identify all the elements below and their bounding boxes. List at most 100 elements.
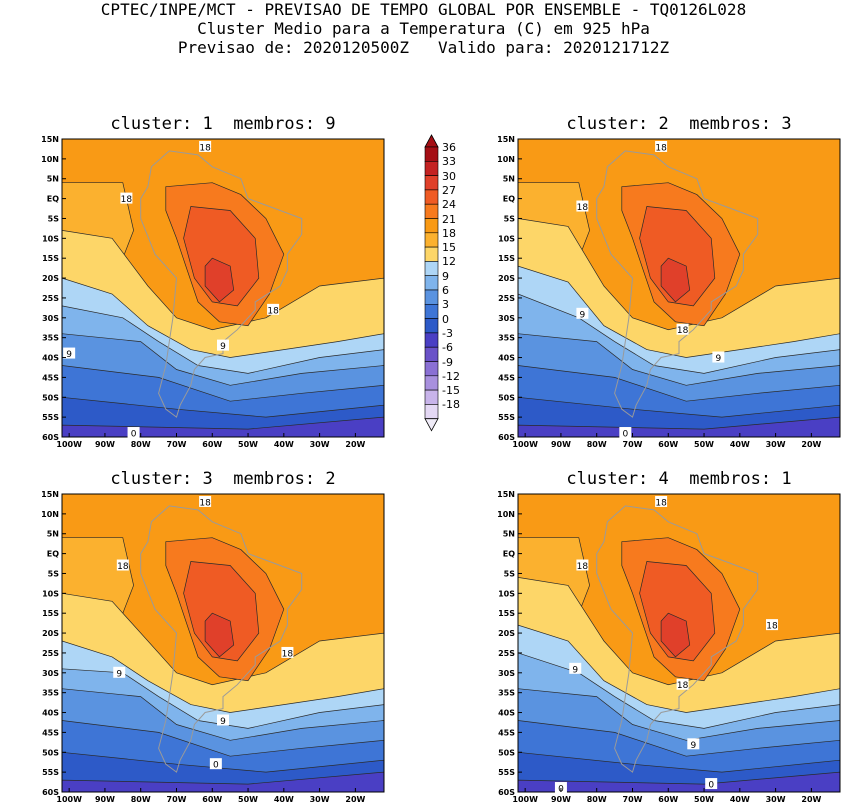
contour-label: 0 (209, 758, 222, 771)
svg-text:9: 9 (715, 354, 721, 364)
lon-label: 80W (131, 795, 151, 803)
map-panel-3: 18 18 9 18 9 0 15N 10N 5N EQ 5S 10S 15S 20S 25S 30S 35S 4… (41, 490, 385, 803)
lon-label: 60W (202, 440, 222, 449)
lon-label: 70W (167, 795, 187, 803)
lat-label: 10N (497, 155, 515, 164)
contour-band-8 (518, 771, 840, 792)
colorbar-segment (424, 275, 439, 291)
lat-label: 10S (42, 589, 59, 598)
lat-label: 30S (42, 314, 59, 323)
chart-header: CPTEC/INPE/MCT - PREVISAO DE TEMPO GLOBA… (0, 0, 847, 57)
svg-text:18: 18 (766, 622, 778, 632)
contour-label: 9 (576, 307, 589, 320)
lon-label: 20W (801, 795, 821, 803)
svg-text:0: 0 (708, 781, 714, 791)
lon-label: 100W (512, 795, 538, 803)
svg-text:9: 9 (66, 350, 72, 360)
lat-label: 5S (48, 214, 60, 223)
lon-label: 40W (274, 795, 294, 803)
colorbar-level-label: -15 (442, 384, 460, 398)
lat-label: 10N (497, 510, 515, 519)
lat-label: 30S (498, 669, 515, 678)
header-line-1: CPTEC/INPE/MCT - PREVISAO DE TEMPO GLOBA… (100, 0, 747, 19)
map-frame (61, 138, 385, 438)
lon-label: 20W (345, 440, 365, 449)
colorbar-level-label: 24 (442, 198, 456, 212)
contour-label: 0 (705, 778, 718, 791)
lon-label: 20W (345, 795, 365, 803)
contour-band-8 (518, 416, 840, 437)
lon-label: 30W (766, 795, 786, 803)
svg-text:9: 9 (572, 665, 578, 675)
lat-label: 5S (504, 214, 516, 223)
lat-label: 10N (41, 155, 59, 164)
lat-label: 55S (498, 768, 515, 777)
contour-band-11 (204, 612, 235, 658)
contour-label: 0 (127, 427, 140, 440)
lon-label: 40W (730, 795, 750, 803)
colorbar-level-label: -3 (442, 326, 453, 340)
svg-text:9: 9 (116, 669, 122, 679)
lat-label: 45S (42, 728, 59, 737)
lat-label: 5N (47, 530, 59, 539)
lat-label: 55S (42, 413, 59, 422)
lat-label: 35S (42, 334, 59, 343)
lat-label: 60S (42, 788, 59, 797)
colorbar-level-label: 21 (442, 212, 456, 226)
colorbar-segment (424, 318, 439, 334)
lon-label: 50W (694, 795, 714, 803)
lat-label: 20S (498, 629, 515, 638)
contour-label: 0 (619, 427, 632, 440)
lat-label: 20S (42, 274, 59, 283)
lon-label: 80W (587, 440, 607, 449)
lat-label: 30S (498, 314, 515, 323)
svg-text:18: 18 (655, 143, 667, 153)
coastline (596, 505, 759, 773)
map-frame (517, 493, 841, 793)
lat-label: 40S (42, 709, 59, 718)
lon-label: 80W (587, 795, 607, 803)
lon-label: 50W (694, 440, 714, 449)
lat-label: 55S (498, 413, 515, 422)
contour-label: 9 (687, 738, 700, 751)
svg-text:18: 18 (655, 498, 667, 508)
lon-label: 30W (310, 795, 330, 803)
panel-4-title: cluster: 4 membros: 1 (566, 469, 792, 489)
colorbar-segment (424, 303, 439, 319)
lon-label: 100W (56, 795, 82, 803)
lon-label: 90W (95, 440, 115, 449)
contour-label: 18 (576, 200, 589, 213)
map-frame (61, 493, 385, 793)
colorbar-segment (424, 289, 439, 305)
lat-label: EQ (47, 195, 59, 204)
colorbar-level-label: -9 (442, 355, 453, 369)
lat-label: 5S (48, 569, 60, 578)
colorbar-level-label: 15 (442, 241, 456, 255)
map-panel-2: 18 18 9 18 9 0 15N 10N 5N EQ 5S 10S 15S 20S 25S 30S 35S 4… (497, 135, 841, 449)
lat-label: EQ (47, 550, 59, 559)
lon-label: 60W (658, 440, 678, 449)
svg-text:0: 0 (213, 761, 219, 771)
contour-label: 18 (116, 559, 129, 572)
map-panel-4: 18181891890015N10N5NEQ5S10S15S20S25S30S3… (497, 490, 841, 803)
contour-label: 18 (281, 646, 294, 659)
svg-text:9: 9 (690, 741, 696, 751)
lon-label: 70W (167, 440, 187, 449)
lat-label: 60S (498, 433, 515, 442)
lat-label: 60S (42, 433, 59, 442)
lat-label: 10S (42, 234, 59, 243)
lat-label: 50S (42, 393, 59, 402)
lat-label: 45S (498, 373, 515, 382)
lon-label: 20W (801, 440, 821, 449)
colorbar-segment (424, 218, 439, 234)
lat-label: 5S (504, 569, 516, 578)
header-line-2: Cluster Medio para a Temperatura (C) em … (197, 19, 650, 38)
lat-label: 15S (42, 254, 59, 263)
colorbar-segment (424, 246, 439, 262)
panel-1-title: cluster: 1 membros: 9 (110, 114, 336, 134)
contour-band-11 (660, 612, 691, 658)
colorbar-segment (424, 261, 439, 276)
lat-label: 35S (498, 334, 515, 343)
colorbar-level-label: 27 (442, 183, 456, 197)
lat-label: 25S (42, 649, 59, 658)
